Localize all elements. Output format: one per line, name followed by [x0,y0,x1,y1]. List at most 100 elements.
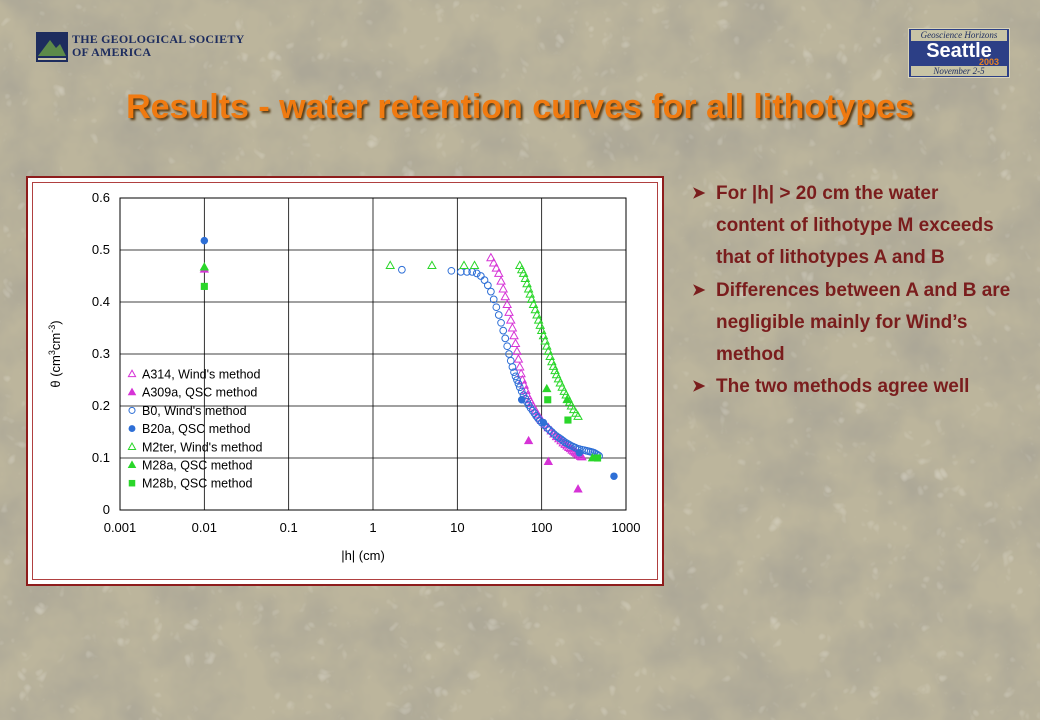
data-point [562,394,572,404]
data-point [544,396,552,404]
data-point [510,338,521,348]
data-point [536,325,547,335]
y-tick-label: 0.1 [92,450,110,465]
data-point [494,311,503,319]
legend-label: A314, Wind's method [142,368,260,382]
arrow-bullet-icon: ➤ [692,281,706,299]
x-tick-label: 10 [450,520,464,535]
data-point [514,379,523,388]
data-point [538,330,549,340]
data-point [127,369,137,378]
data-point [515,383,524,392]
series-group [200,236,618,480]
data-point [543,423,551,432]
legend-label: M28b, QSC method [142,477,253,491]
data-point [513,353,524,363]
x-tick-label: 100 [531,520,553,535]
bullet-item: ➤ Differences between A and B are neglig… [692,275,1012,372]
data-point [493,268,504,277]
legend-item: A314, Wind's method [127,368,260,382]
data-point [520,273,531,283]
data-point [489,295,498,304]
data-point [559,436,568,445]
arrow-bullet-icon: ➤ [692,378,706,396]
data-point [127,387,137,396]
legend-label: M2ter, Wind's method [142,440,263,454]
gsa-logo: THE GEOLOGICAL SOCIETY OF AMERICA [36,30,244,66]
legend-item: M2ter, Wind's method [127,440,263,454]
data-point [427,260,437,270]
data-point [128,425,136,433]
conference-badge: Geoscience Horizons Seattle 2003 Novembe… [908,28,1010,78]
data-point [594,454,602,462]
y-tick-label: 0.3 [92,346,110,361]
gsa-logo-line1: THE GEOLOGICAL SOCIETY [72,32,245,46]
series-group [200,282,602,462]
data-point [518,268,529,277]
data-point [127,441,137,450]
bullet-text: For |h| > 20 cm the water content of lit… [716,183,994,269]
gsa-logo-line2: OF AMERICA [72,45,152,59]
data-point [483,281,492,290]
data-point [610,472,618,480]
data-point [514,361,525,371]
data-point [385,260,396,270]
data-point [496,275,506,285]
legend-item: A309a, QSC method [127,386,257,400]
data-point [573,411,583,420]
bullet-item: ➤ The two methods agree well [692,371,1012,403]
data-point [498,283,509,293]
data-point [447,266,456,275]
data-point [573,484,583,493]
data-point [513,376,521,384]
data-point [500,291,511,301]
legend-label: M28a, QSC method [142,459,253,473]
slide-title: Results - water retention curves for all… [126,88,914,126]
data-point [200,236,209,245]
data-point [508,363,517,371]
data-point [526,404,535,412]
x-tick-label: 0.01 [192,520,217,535]
data-point [523,435,534,445]
data-point [533,414,542,422]
bullet-text: Differences between A and B are negligib… [716,279,1011,366]
data-point [539,418,548,427]
y-tick-label: 0 [103,502,110,517]
data-point [487,287,495,296]
data-point [507,322,518,332]
arrow-bullet-icon: ➤ [692,185,706,202]
y-tick-label: 0.2 [92,398,110,413]
legend-item: B20a, QSC method [128,422,250,436]
series-group [199,262,598,462]
data-point [575,449,584,457]
data-point [505,314,516,324]
data-point [199,262,210,271]
data-point [517,387,526,396]
data-point [488,257,499,267]
data-point [528,299,539,309]
x-axis-label: |h| (cm) [341,548,385,563]
data-point [512,346,522,355]
legend-item: M28b, QSC method [128,477,253,491]
chart-frame: 0.001 0.01 0.1 1 10 100 1000 0 0.1 0.2 0.3 0.4 0.5 0.… [26,176,664,586]
legend-item: M28a, QSC method [127,459,253,473]
data-point [526,294,537,303]
data-point [503,342,512,351]
data-point [547,428,556,436]
data-point [492,303,501,312]
series-group [486,252,587,461]
legend-label: B0, Wind's method [142,404,247,418]
bullet-item: ➤ For |h| > 20 cm the water content of l… [692,178,1012,275]
bullet-text: The two methods agree well [716,376,970,398]
y-tick-label: 0.4 [92,294,110,309]
data-point [543,456,554,465]
data-point [516,368,526,378]
data-point [545,351,555,361]
data-point [510,368,518,377]
badge-subtitle: Geoscience Horizons [911,30,1007,41]
x-tick-label: 0.001 [104,520,137,535]
data-point [504,307,514,316]
data-point [511,372,520,381]
data-point [469,260,480,270]
data-point [459,260,469,270]
